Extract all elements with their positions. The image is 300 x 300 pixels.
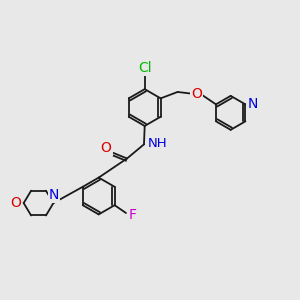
Text: O: O: [11, 196, 21, 210]
Text: N: N: [49, 188, 59, 202]
Text: N: N: [247, 97, 258, 111]
Text: F: F: [128, 208, 136, 222]
Text: NH: NH: [148, 137, 167, 150]
Text: O: O: [191, 87, 202, 101]
Text: O: O: [101, 141, 112, 155]
Text: Cl: Cl: [138, 61, 152, 75]
